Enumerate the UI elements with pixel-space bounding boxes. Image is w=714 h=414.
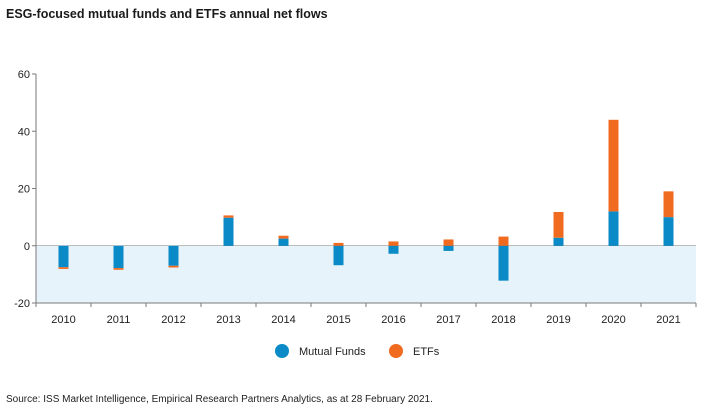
x-tick-label-2012: 2012 — [161, 314, 185, 326]
negative-region-band — [36, 245, 696, 303]
bar-etfs-2012 — [168, 265, 179, 268]
x-tick-label-2010: 2010 — [51, 314, 75, 326]
bar-etfs-2016 — [388, 241, 399, 246]
bar-etfs-2017 — [443, 239, 454, 246]
legend-marker-mutual-funds — [275, 344, 289, 358]
bar-mutual-funds-2017 — [443, 245, 454, 251]
source-note: Source: ISS Market Intelligence, Empiric… — [6, 394, 433, 405]
x-tick-label-2016: 2016 — [381, 314, 405, 326]
y-tick-label: 20 — [18, 184, 30, 196]
bar-etfs-2021 — [663, 191, 674, 218]
bar-etfs-2020 — [608, 119, 619, 212]
bar-etfs-2013 — [223, 215, 234, 218]
chart-legend: Mutual Funds ETFs — [275, 344, 440, 358]
bar-mutual-funds-2020 — [608, 211, 619, 246]
y-tick-label: -20 — [14, 298, 30, 310]
bar-etfs-2015 — [333, 242, 344, 246]
bar-etfs-2010 — [58, 267, 69, 269]
bar-etfs-2014 — [278, 235, 289, 239]
y-tick-label: 40 — [18, 126, 30, 138]
bar-mutual-funds-2012 — [168, 245, 179, 266]
chart-title: ESG-focused mutual funds and ETFs annual… — [6, 7, 328, 21]
bar-mutual-funds-2011 — [113, 245, 124, 269]
chart-bars — [58, 119, 674, 281]
x-tick-label-2013: 2013 — [216, 314, 240, 326]
x-tick-label-2018: 2018 — [491, 314, 515, 326]
bar-mutual-funds-2014 — [278, 238, 289, 246]
legend-label-etfs: ETFs — [413, 346, 440, 358]
legend-marker-etfs — [389, 344, 403, 358]
x-tick-label-2017: 2017 — [436, 314, 460, 326]
x-tick-label-2015: 2015 — [326, 314, 350, 326]
bar-etfs-2018 — [498, 236, 509, 246]
bar-mutual-funds-2018 — [498, 245, 509, 281]
x-tick-label-2019: 2019 — [546, 314, 570, 326]
x-tick-label-2020: 2020 — [601, 314, 625, 326]
x-tick-labels: 2010 2011 2012 2013 2014 2015 2016 2017 2018 2019… — [35, 303, 697, 326]
bar-etfs-2011 — [113, 268, 124, 270]
bar-etfs-2019 — [553, 211, 564, 238]
y-tick-label: 0 — [24, 241, 30, 253]
x-tick-label-2011: 2011 — [107, 314, 131, 326]
bar-mutual-funds-2016 — [388, 245, 399, 254]
y-tick-label: 60 — [18, 69, 30, 81]
bar-mutual-funds-2015 — [333, 245, 344, 266]
y-tick-labels: 60 40 20 0 -20 — [14, 69, 36, 310]
bar-mutual-funds-2019 — [553, 237, 564, 246]
x-tick-label-2021: 2021 — [656, 314, 680, 326]
bar-mutual-funds-2013 — [223, 217, 234, 246]
bar-mutual-funds-2010 — [58, 245, 69, 268]
x-tick-label-2014: 2014 — [271, 314, 295, 326]
legend-label-mutual-funds: Mutual Funds — [299, 346, 366, 358]
bar-mutual-funds-2021 — [663, 217, 674, 246]
